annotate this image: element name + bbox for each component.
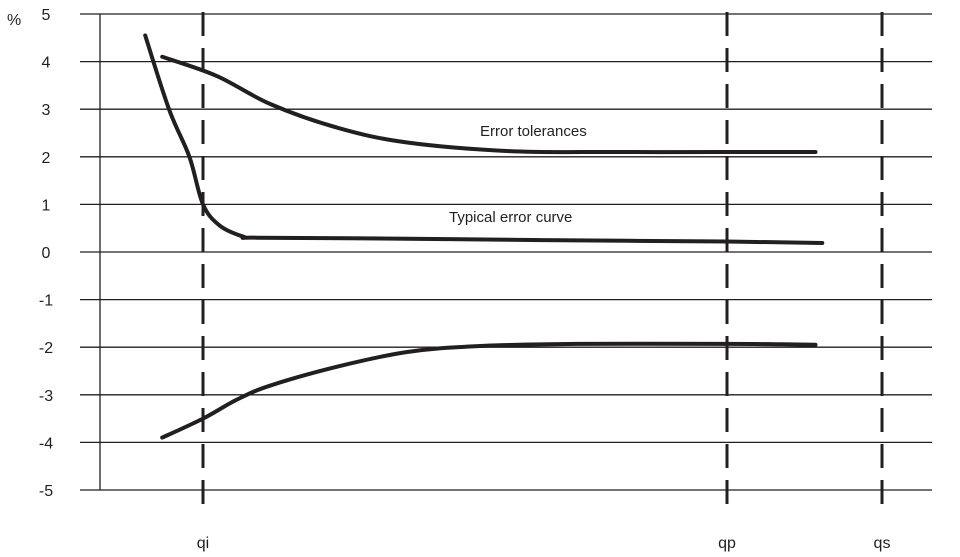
y-tick-label: -4	[39, 435, 53, 452]
y-tick-label: 3	[42, 102, 51, 119]
y-axis-unit-label: %	[7, 12, 21, 29]
curve-layer	[143, 33, 825, 440]
marker-label-qp: qp	[718, 535, 736, 552]
annotation-error-tolerances: Error tolerances	[480, 123, 587, 140]
y-tick-label: -5	[39, 483, 53, 500]
x-marker-lines	[201, 12, 884, 512]
y-tick-label: 0	[42, 245, 51, 262]
y-tick-label: -2	[39, 340, 53, 357]
y-tick-label: 5	[42, 7, 51, 24]
marker-label-qi: qi	[197, 535, 209, 552]
curve-typical-error	[143, 33, 825, 245]
x-marker-labels: qi qp qs	[197, 535, 891, 552]
grid-layer	[80, 13, 932, 491]
y-tick-labels: 5 4 3 2 1 0 -1 -2 -3 -4 -5	[39, 7, 53, 500]
marker-label-qs: qs	[874, 535, 891, 552]
y-tick-label: 4	[42, 55, 51, 72]
y-tick-label: -3	[39, 388, 53, 405]
y-tick-label: 2	[42, 150, 51, 167]
y-tick-label: -1	[39, 293, 53, 310]
y-tick-label: 1	[42, 197, 51, 214]
curve-lower-tolerance	[160, 341, 818, 440]
annotation-typical-error-curve: Typical error curve	[449, 209, 572, 226]
curve-upper-tolerance	[160, 54, 818, 155]
